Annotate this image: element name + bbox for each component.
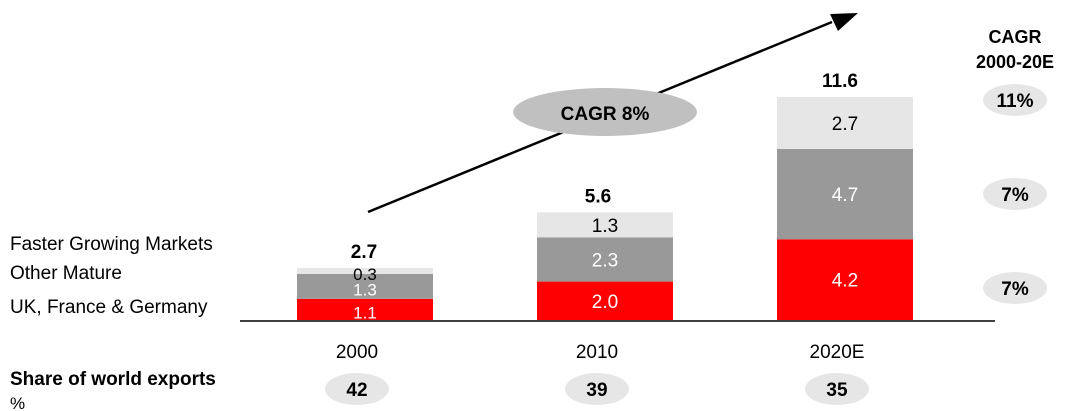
share-value-2010: 39 <box>586 380 607 401</box>
share-label: Share of world exports <box>10 369 216 390</box>
bar-segment-2020E-0 <box>777 239 913 320</box>
x-tick-label-2010: 2010 <box>576 342 618 363</box>
cagr-header-line2: 2000-20E <box>976 52 1054 72</box>
bar-segment-2000-2 <box>297 268 433 274</box>
value-label-2010-0: 2.0 <box>592 292 618 313</box>
legend-entry-2: Faster Growing Markets <box>10 234 213 255</box>
legend-entry-1: Other Mature <box>10 263 122 284</box>
bar-segment-2010-1 <box>537 237 673 282</box>
cagr-ellipse-label: CAGR 8% <box>561 104 650 125</box>
bar-segment-2010-2 <box>537 212 673 238</box>
cagr-value-0: 7% <box>1001 279 1029 300</box>
value-label-2010-1: 2.3 <box>592 250 618 271</box>
value-label-2020E-1: 4.7 <box>832 185 858 206</box>
cagr-arrow-head <box>830 13 858 31</box>
share-unit: % <box>10 394 25 411</box>
legend-entry-0: UK, France & Germany <box>10 297 208 318</box>
cagr-value-2: 11% <box>997 91 1034 112</box>
cagr-pill-1 <box>983 178 1047 210</box>
bar-segment-2010-0 <box>537 281 673 320</box>
cagr-header-line1: CAGR <box>989 27 1042 47</box>
labels-layer: 1.11.30.32.72000422.02.31.35.62010394.24… <box>10 71 1047 405</box>
x-tick-label-2020E: 2020E <box>810 342 865 363</box>
bars-layer <box>297 97 913 320</box>
total-label-2020E: 11.6 <box>822 71 858 92</box>
cagr-pill-2 <box>983 84 1047 116</box>
share-pill-2010 <box>565 373 629 405</box>
value-label-2000-2: 0.3 <box>353 265 377 284</box>
bar-segment-2020E-2 <box>777 97 913 149</box>
bar-segment-2020E-1 <box>777 148 913 240</box>
bar-segment-2000-1 <box>297 273 433 299</box>
total-label-2010: 5.6 <box>585 186 611 207</box>
share-value-2000: 42 <box>346 380 367 401</box>
value-label-2020E-2: 2.7 <box>832 114 858 135</box>
cagr-ellipse <box>513 88 697 136</box>
cagr-value-1: 7% <box>1001 185 1029 206</box>
share-pill-2000 <box>325 373 389 405</box>
value-label-2000-1: 1.3 <box>353 280 377 299</box>
share-value-2020E: 35 <box>826 380 848 401</box>
value-label-2000-0: 1.1 <box>353 303 377 322</box>
value-label-2010-2: 1.3 <box>592 216 618 237</box>
x-tick-label-2000: 2000 <box>336 342 378 363</box>
bar-segment-2000-0 <box>297 298 433 320</box>
value-label-2020E-0: 4.2 <box>832 271 858 292</box>
total-label-2000: 2.7 <box>351 242 377 263</box>
cagr-pill-0 <box>983 272 1047 304</box>
share-pill-2020E <box>805 373 869 405</box>
